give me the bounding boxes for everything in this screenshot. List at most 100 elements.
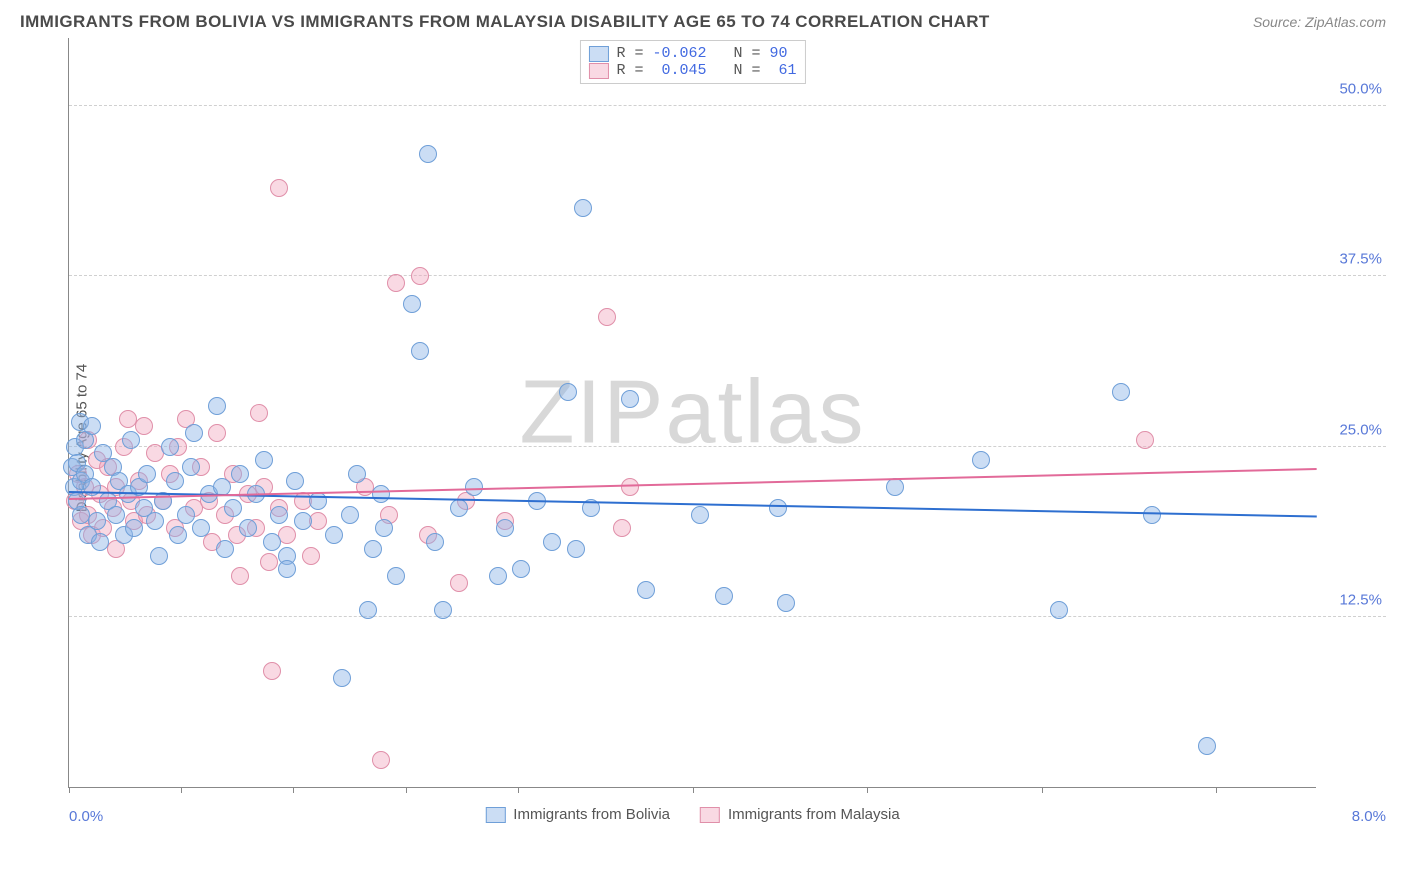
- series-a-point: [1050, 601, 1068, 619]
- series-a-point: [375, 519, 393, 537]
- x-min-label: 0.0%: [69, 808, 103, 825]
- x-tick: [293, 787, 294, 793]
- series-a-point: [270, 506, 288, 524]
- series-a-point: [715, 587, 733, 605]
- series-a-point: [1198, 737, 1216, 755]
- series-a-point: [286, 472, 304, 490]
- series-a-point: [83, 478, 101, 496]
- series-a-point: [512, 560, 530, 578]
- series-b-point: [309, 512, 327, 530]
- legend-stat-row: R = 0.045 N = 61: [588, 62, 796, 79]
- x-tick: [693, 787, 694, 793]
- series-a-point: [83, 417, 101, 435]
- series-a-point: [543, 533, 561, 551]
- gridline: [69, 105, 1386, 106]
- series-a-point: [169, 526, 187, 544]
- series-a-point: [777, 594, 795, 612]
- series-a-point: [224, 499, 242, 517]
- series-b-point: [411, 267, 429, 285]
- series-a-point: [364, 540, 382, 558]
- series-b-point: [250, 404, 268, 422]
- series-b-point: [260, 553, 278, 571]
- series-b-point: [372, 751, 390, 769]
- legend-label: Immigrants from Bolivia: [513, 806, 670, 823]
- series-b-point: [387, 274, 405, 292]
- series-a-point: [177, 506, 195, 524]
- x-tick: [867, 787, 868, 793]
- source-attribution: Source: ZipAtlas.com: [1253, 14, 1386, 30]
- series-a-point: [192, 519, 210, 537]
- series-a-point: [419, 145, 437, 163]
- series-a-point: [403, 295, 421, 313]
- series-a-point: [88, 512, 106, 530]
- series-a-point: [146, 512, 164, 530]
- series-a-point: [972, 451, 990, 469]
- series-a-point: [359, 601, 377, 619]
- series-a-point: [325, 526, 343, 544]
- series-a-point: [122, 431, 140, 449]
- plot-area: ZIPatlas R = -0.062 N = 90R = 0.045 N = …: [68, 38, 1316, 788]
- watermark-bold: ZIP: [519, 362, 665, 462]
- x-tick: [181, 787, 182, 793]
- x-tick: [1216, 787, 1217, 793]
- chart-container: Disability Age 65 to 74 ZIPatlas R = -0.…: [20, 38, 1386, 838]
- x-tick: [518, 787, 519, 793]
- series-a-point: [138, 465, 156, 483]
- legend-item: Immigrants from Malaysia: [700, 806, 900, 823]
- series-b-point: [278, 526, 296, 544]
- series-a-point: [255, 451, 273, 469]
- series-a-point: [411, 342, 429, 360]
- legend-swatch: [588, 46, 608, 62]
- x-tick: [1042, 787, 1043, 793]
- series-a-point: [1143, 506, 1161, 524]
- series-b-point: [231, 567, 249, 585]
- series-a-point: [91, 533, 109, 551]
- series-b-point: [613, 519, 631, 537]
- series-a-point: [574, 199, 592, 217]
- series-a-point: [125, 519, 143, 537]
- legend-series: Immigrants from Bolivia Immigrants from M…: [485, 806, 899, 823]
- series-b-point: [1136, 431, 1154, 449]
- series-b-point: [450, 574, 468, 592]
- series-a-point: [496, 519, 514, 537]
- series-a-point: [182, 458, 200, 476]
- legend-stat-row: R = -0.062 N = 90: [588, 45, 796, 62]
- gridline: [69, 616, 1386, 617]
- chart-title: IMMIGRANTS FROM BOLIVIA VS IMMIGRANTS FR…: [20, 12, 990, 32]
- series-a-point: [333, 669, 351, 687]
- series-a-point: [637, 581, 655, 599]
- series-a-point: [166, 472, 184, 490]
- series-a-point: [348, 465, 366, 483]
- series-a-point: [886, 478, 904, 496]
- y-tick-label: 12.5%: [1339, 591, 1382, 608]
- series-a-point: [185, 424, 203, 442]
- y-tick-label: 25.0%: [1339, 421, 1382, 438]
- series-b-point: [208, 424, 226, 442]
- series-a-point: [621, 390, 639, 408]
- gridline: [69, 275, 1386, 276]
- series-a-point: [309, 492, 327, 510]
- series-a-point: [450, 499, 468, 517]
- series-a-point: [208, 397, 226, 415]
- series-a-point: [107, 506, 125, 524]
- series-a-point: [263, 533, 281, 551]
- series-a-point: [426, 533, 444, 551]
- series-a-point: [567, 540, 585, 558]
- x-max-label: 8.0%: [1352, 808, 1386, 825]
- series-b-point: [621, 478, 639, 496]
- watermark: ZIPatlas: [519, 361, 865, 464]
- series-b-point: [263, 662, 281, 680]
- legend-label: Immigrants from Malaysia: [728, 806, 900, 823]
- series-a-point: [161, 438, 179, 456]
- x-tick: [406, 787, 407, 793]
- series-a-point: [434, 601, 452, 619]
- legend-swatch: [700, 807, 720, 823]
- gridline: [69, 446, 1386, 447]
- series-a-point: [559, 383, 577, 401]
- series-a-point: [231, 465, 249, 483]
- series-b-point: [302, 547, 320, 565]
- series-a-point: [489, 567, 507, 585]
- series-a-point: [150, 547, 168, 565]
- series-a-point: [691, 506, 709, 524]
- legend-item: Immigrants from Bolivia: [485, 806, 670, 823]
